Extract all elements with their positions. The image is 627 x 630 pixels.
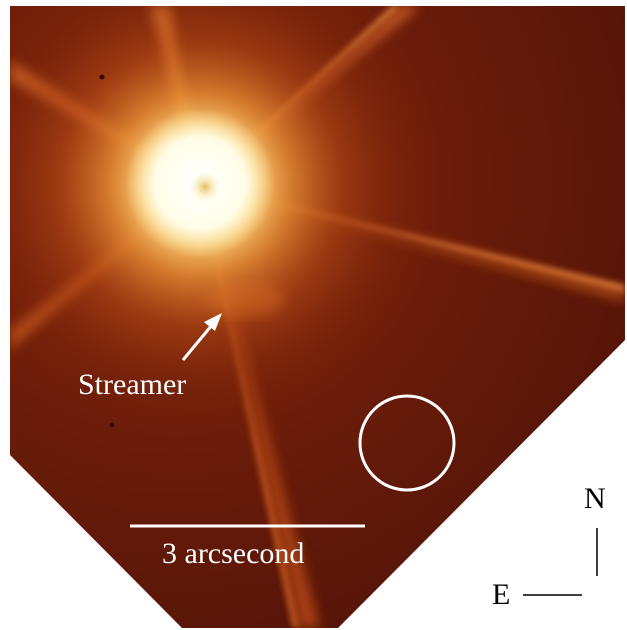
- compass-north-label: N: [584, 482, 606, 515]
- streamer-label: Streamer: [78, 368, 187, 401]
- highlight-circle: [358, 394, 456, 492]
- streamer-arrow: [181, 313, 222, 361]
- scale-label: 3 arcsecond: [162, 537, 305, 570]
- compass-east-label: E: [492, 578, 511, 611]
